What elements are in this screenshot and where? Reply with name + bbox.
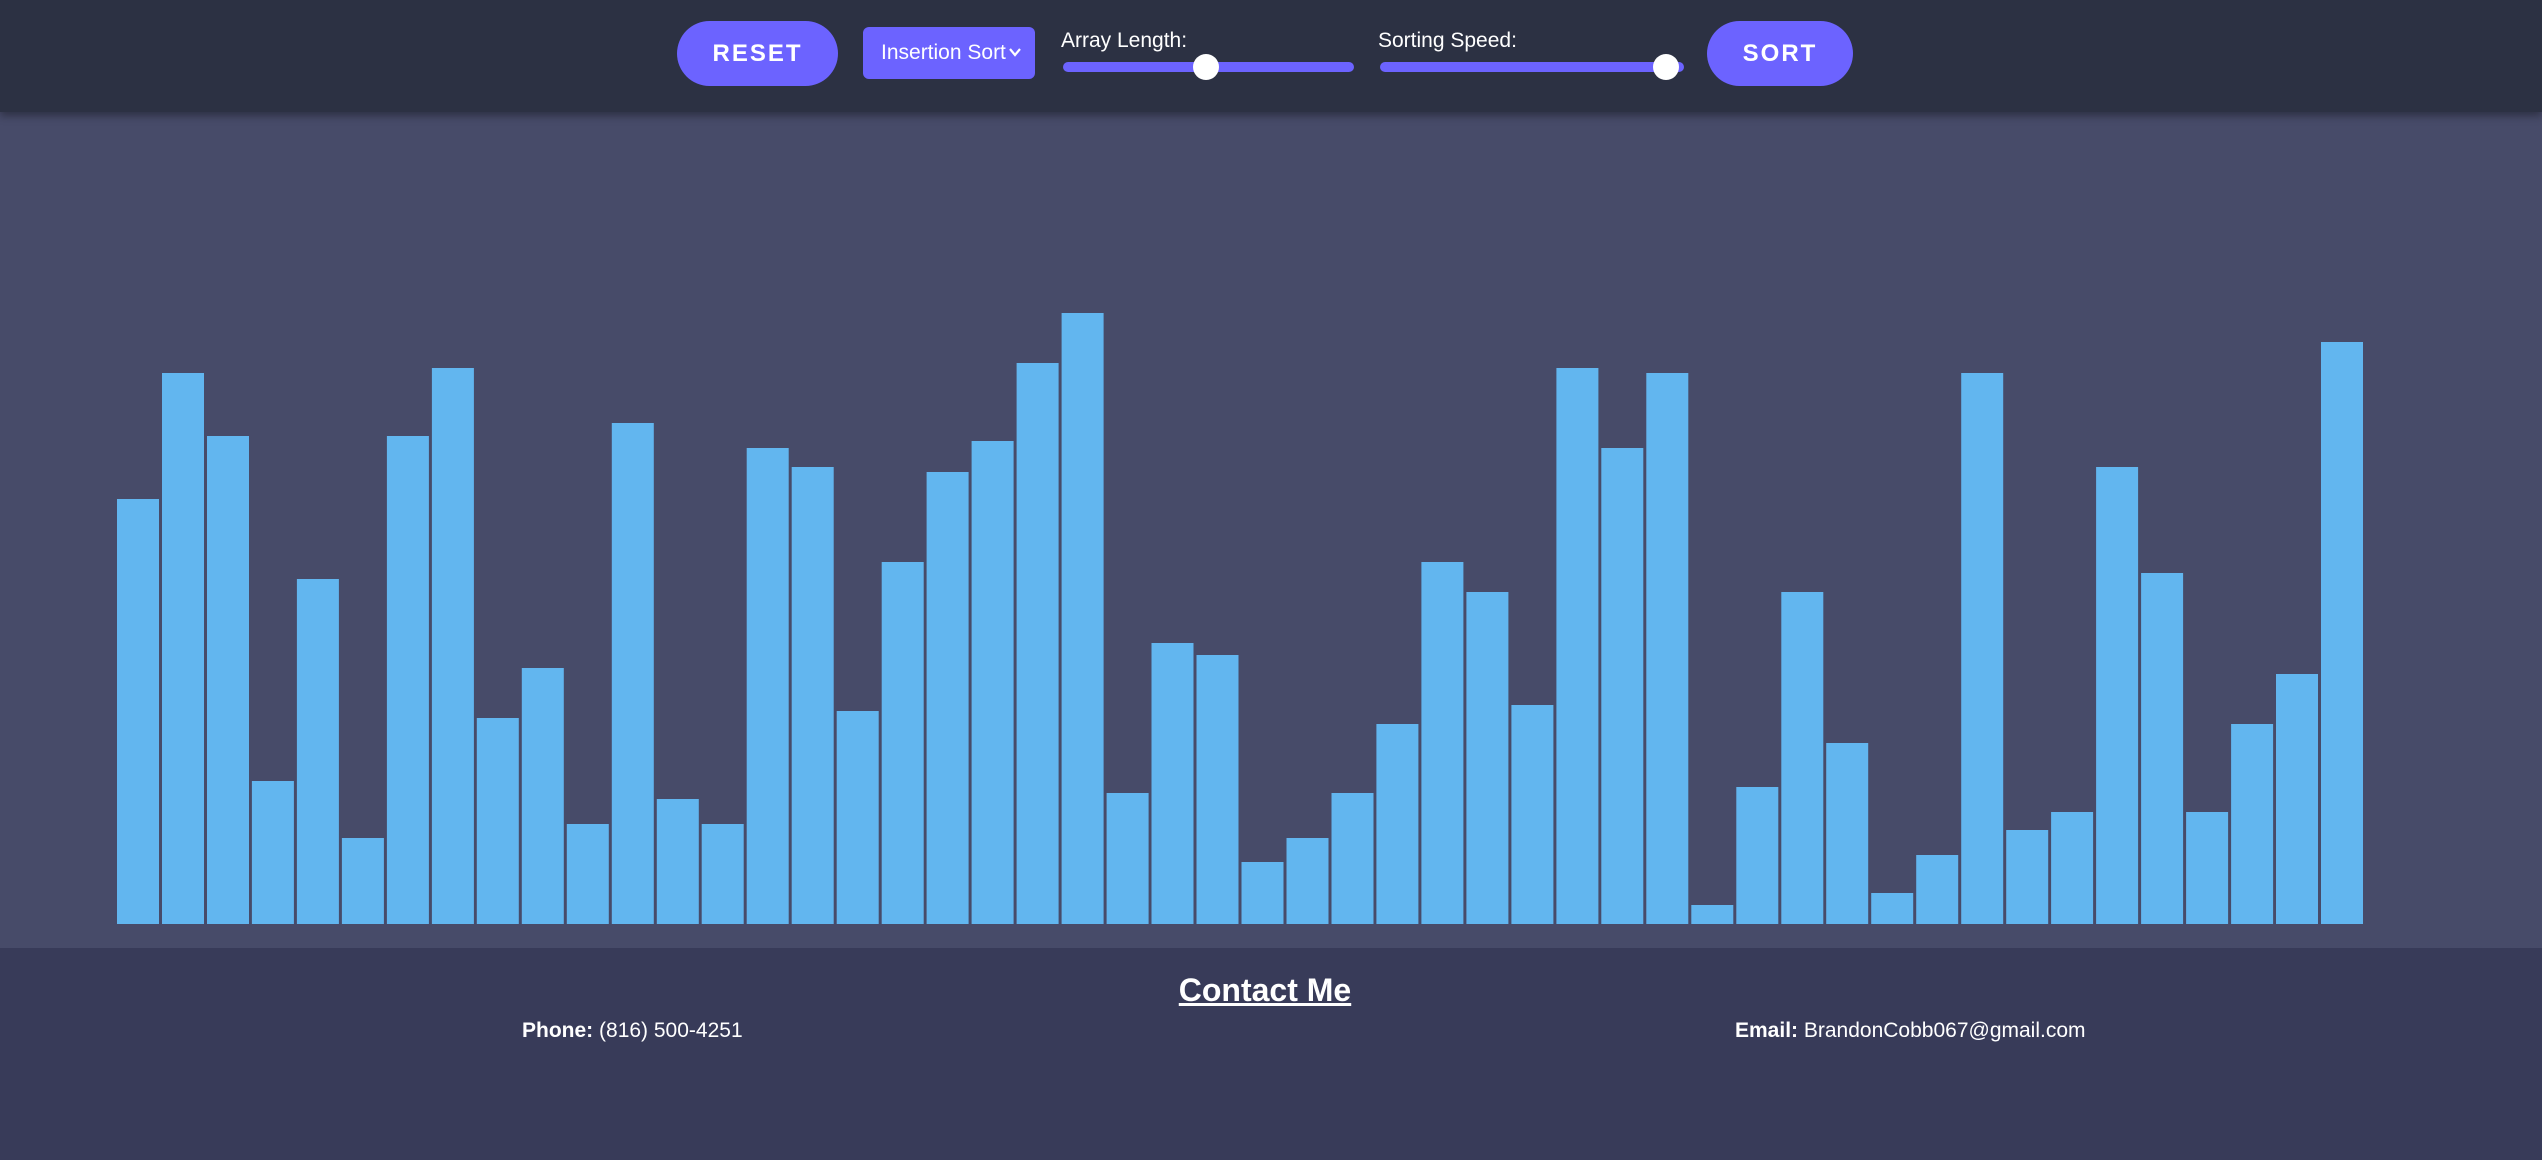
email-info: Email: BrandonCobb067@gmail.com	[1735, 1019, 2086, 1043]
bar	[1826, 743, 1869, 924]
chevron-down-icon	[1009, 48, 1021, 57]
bar	[1106, 793, 1149, 924]
bar	[791, 467, 834, 924]
phone-info: Phone: (816) 500-4251	[522, 1019, 743, 1043]
email-value: BrandonCobb067@gmail.com	[1803, 1019, 2086, 1042]
array-length-label: Array Length:	[1061, 29, 1188, 52]
toolbar: RESET Insertion Sort Array Length: Sorti…	[0, 0, 2542, 112]
bar	[1466, 592, 1509, 924]
bar	[1421, 562, 1464, 924]
bar	[1556, 368, 1599, 924]
bar	[1151, 643, 1194, 924]
bar	[2096, 467, 2139, 924]
phone-label: Phone:	[522, 1019, 594, 1042]
bar	[1511, 705, 1554, 924]
bar	[836, 711, 879, 924]
sort-button[interactable]: SORT	[1707, 21, 1853, 86]
bar	[1691, 905, 1734, 924]
bar	[1601, 448, 1644, 924]
bar	[251, 781, 294, 924]
algorithm-select-value: Insertion Sort	[881, 41, 1006, 64]
bar	[611, 423, 654, 924]
bar	[296, 579, 339, 924]
bar	[701, 824, 744, 924]
contact-title: Contact Me	[1178, 972, 1352, 1008]
sorting-speed-slider-thumb[interactable]	[1652, 54, 1679, 80]
bar	[1016, 363, 1059, 924]
sorting-speed-label: Sorting Speed:	[1378, 29, 1517, 52]
bar	[1871, 893, 1914, 924]
bar-chart	[117, 313, 2363, 924]
array-length-slider-thumb[interactable]	[1192, 54, 1219, 80]
bar	[1736, 787, 1779, 924]
bar	[1916, 855, 1959, 924]
email-label: Email:	[1735, 1019, 1799, 1042]
bar	[881, 562, 924, 924]
bar	[1196, 655, 1239, 924]
reset-button[interactable]: RESET	[677, 21, 838, 86]
bar	[2321, 342, 2363, 924]
bar	[117, 499, 159, 924]
bar	[1961, 373, 2004, 924]
bar	[386, 436, 429, 924]
bar	[1331, 793, 1374, 924]
bar	[2006, 830, 2049, 924]
bar	[1646, 373, 1689, 924]
bar	[2141, 573, 2184, 924]
bar	[2186, 812, 2229, 924]
bar	[566, 824, 609, 924]
bar	[1376, 724, 1419, 924]
bar	[926, 472, 969, 924]
bar	[1781, 592, 1824, 924]
bar-visualizer	[0, 112, 2542, 948]
bar	[971, 441, 1014, 924]
phone-value: (816) 500-4251	[599, 1019, 743, 1042]
bar	[521, 668, 564, 924]
footer: Contact Me Phone: (816) 500-4251 Email: …	[0, 948, 2542, 1160]
algorithm-select[interactable]: Insertion Sort	[863, 27, 1035, 79]
bar	[1061, 313, 1104, 924]
bar	[476, 718, 519, 924]
bar	[162, 373, 204, 924]
bar	[656, 799, 699, 924]
sorting-speed-slider[interactable]	[1380, 62, 1684, 72]
bar	[341, 838, 384, 924]
bar	[2051, 812, 2094, 924]
bar	[1286, 838, 1329, 924]
bar	[1241, 862, 1284, 924]
bar	[431, 368, 474, 924]
bar	[2231, 724, 2274, 924]
bar	[2276, 674, 2318, 924]
bar	[207, 436, 249, 924]
bar	[746, 448, 789, 924]
